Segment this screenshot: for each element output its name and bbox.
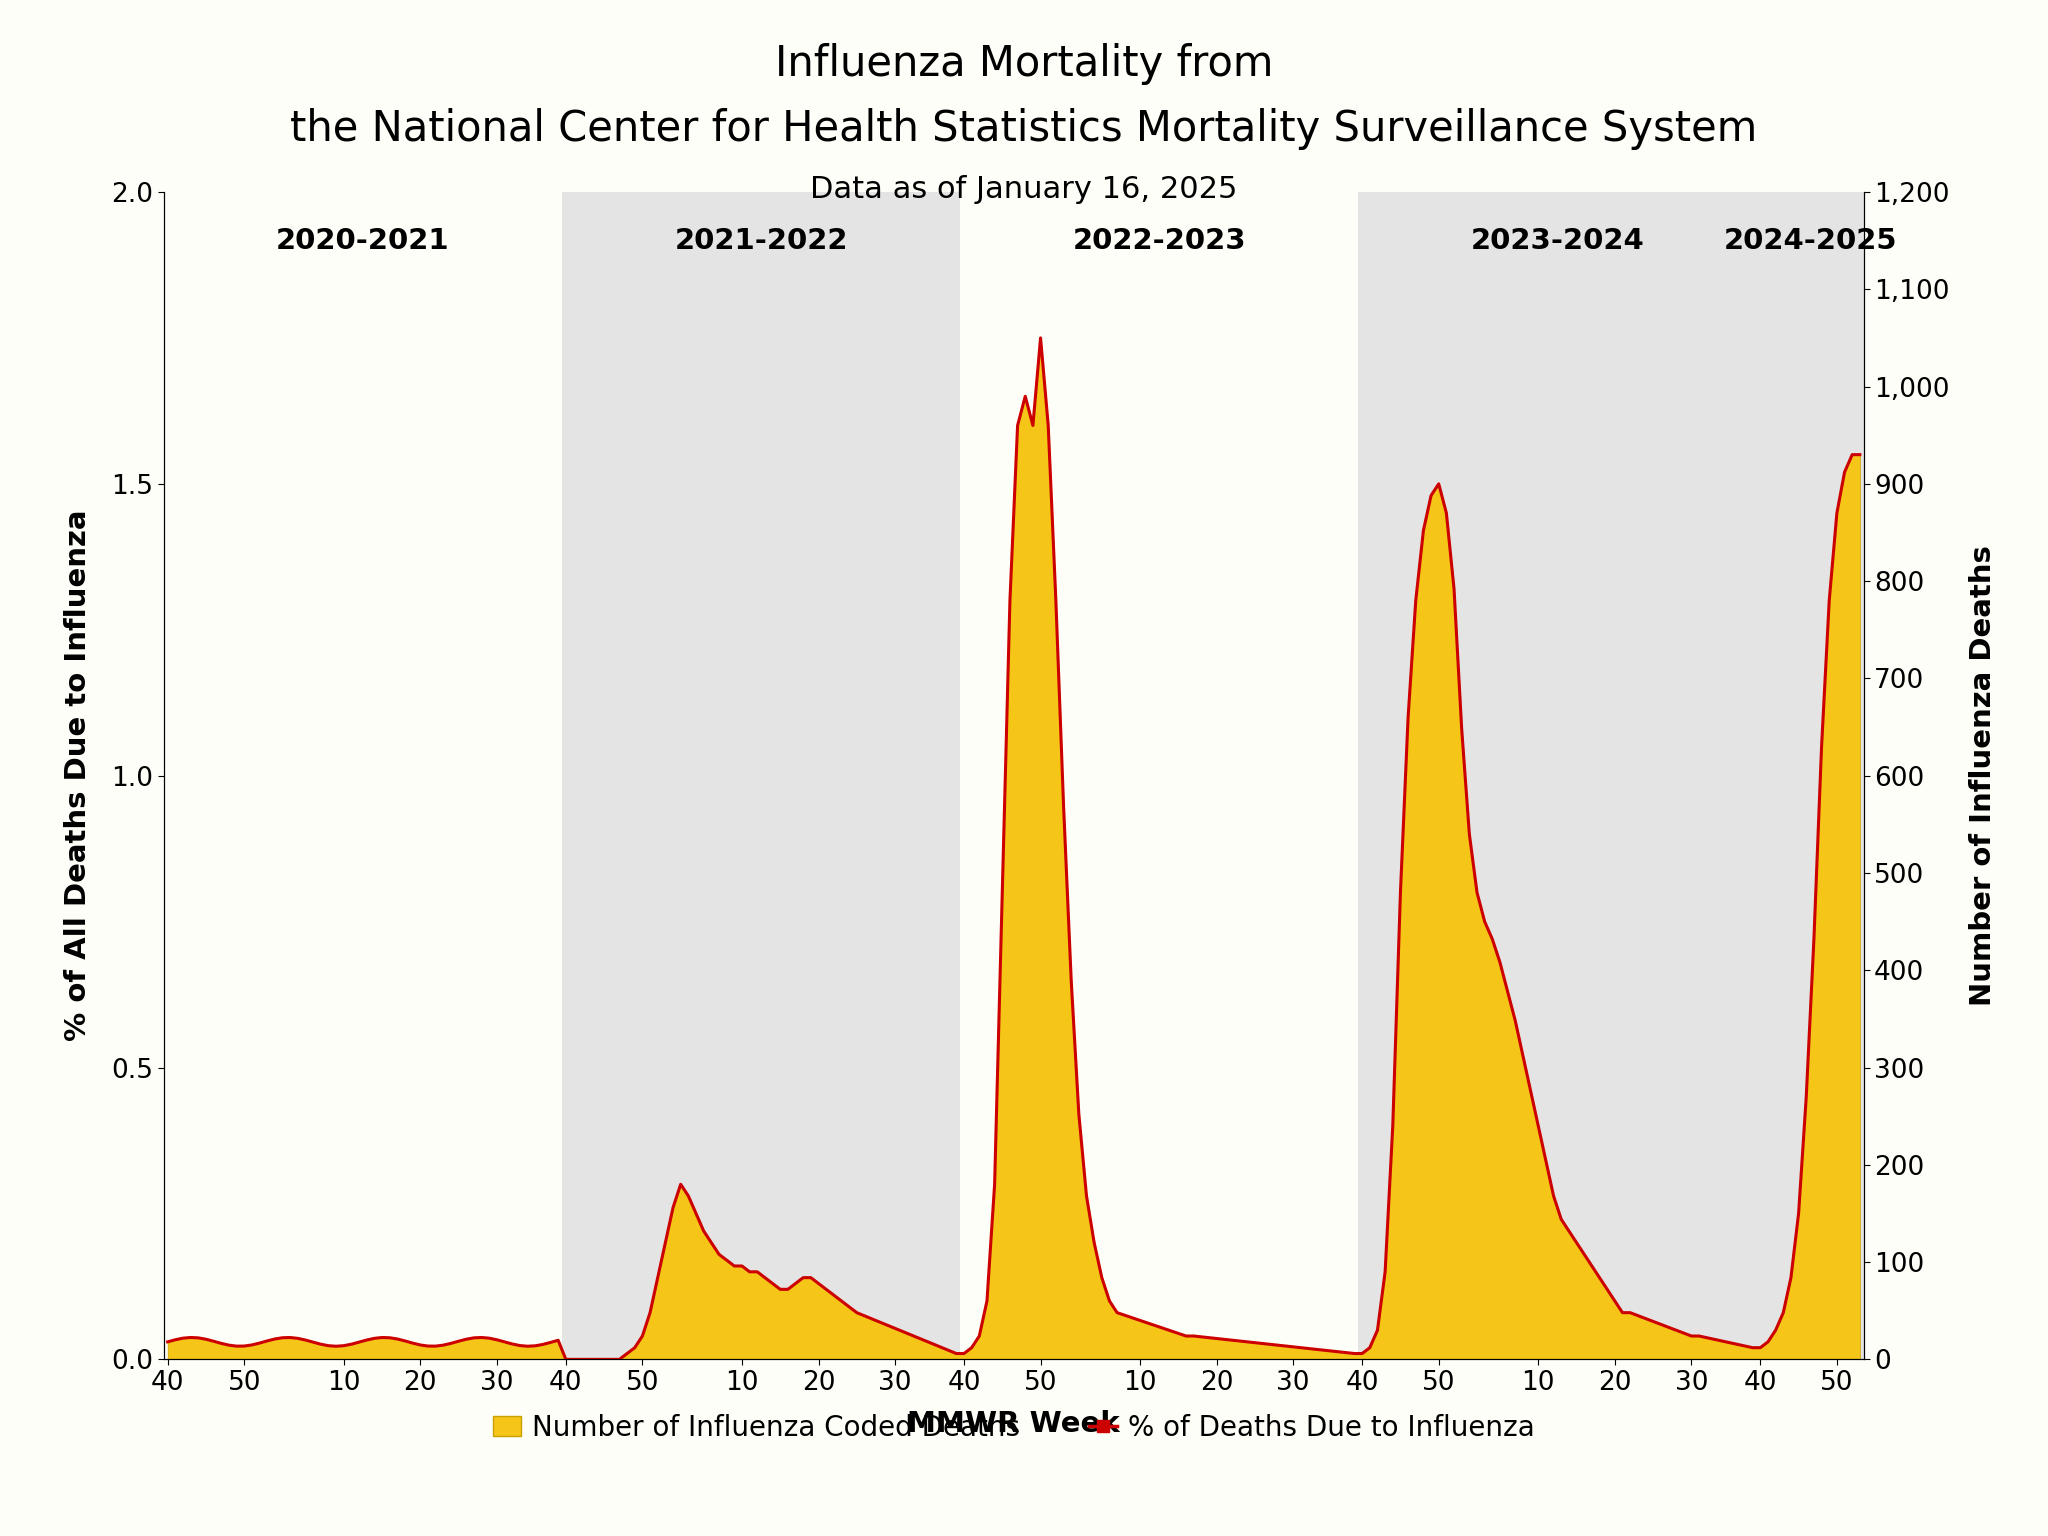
Bar (1358, 192, 1864, 1359)
Legend: Number of Influenza Coded Deaths, % of Deaths Due to Influenza: Number of Influenza Coded Deaths, % of D… (481, 1402, 1546, 1453)
Text: 2020-2021: 2020-2021 (276, 227, 451, 255)
Text: 2023-2024: 2023-2024 (1470, 227, 1645, 255)
Y-axis label: % of All Deaths Due to Influenza: % of All Deaths Due to Influenza (63, 510, 92, 1041)
Bar (561, 192, 961, 1359)
X-axis label: MMWR Week: MMWR Week (907, 1410, 1120, 1438)
Text: Influenza Mortality from: Influenza Mortality from (774, 43, 1274, 84)
Y-axis label: Number of Influenza Deaths: Number of Influenza Deaths (1968, 545, 1997, 1006)
Text: the National Center for Health Statistics Mortality Surveillance System: the National Center for Health Statistic… (291, 108, 1757, 149)
Text: Data as of January 16, 2025: Data as of January 16, 2025 (811, 175, 1237, 204)
Text: 2021-2022: 2021-2022 (674, 227, 848, 255)
Text: 2024-2025: 2024-2025 (1722, 227, 1896, 255)
Text: 2022-2023: 2022-2023 (1073, 227, 1245, 255)
